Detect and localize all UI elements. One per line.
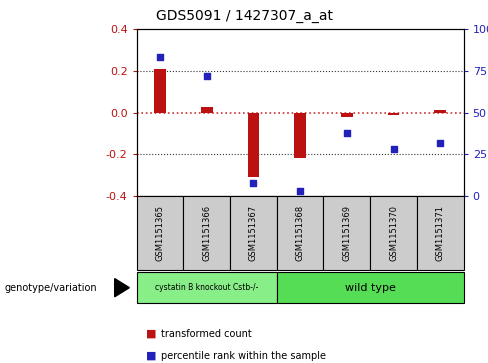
Text: transformed count: transformed count	[161, 329, 252, 339]
Point	[203, 73, 211, 79]
Bar	[434, 110, 446, 113]
Text: wild type: wild type	[345, 283, 396, 293]
Bar	[341, 113, 353, 117]
Point	[389, 146, 397, 152]
Bar	[247, 113, 259, 177]
Text: GDS5091 / 1427307_a_at: GDS5091 / 1427307_a_at	[156, 9, 332, 23]
Point	[436, 140, 444, 146]
Point	[249, 180, 257, 185]
Bar	[154, 69, 166, 113]
Text: GSM1151371: GSM1151371	[436, 205, 445, 261]
Point	[296, 188, 304, 194]
Bar	[294, 113, 306, 158]
Bar	[387, 113, 399, 115]
Text: ■: ■	[146, 351, 157, 361]
Text: percentile rank within the sample: percentile rank within the sample	[161, 351, 326, 361]
Text: GSM1151365: GSM1151365	[156, 205, 164, 261]
Point	[343, 130, 351, 135]
Text: GSM1151368: GSM1151368	[296, 205, 305, 261]
Text: GSM1151370: GSM1151370	[389, 205, 398, 261]
Text: GSM1151366: GSM1151366	[202, 205, 211, 261]
Point	[156, 54, 164, 60]
Bar	[201, 107, 213, 113]
Text: GSM1151367: GSM1151367	[249, 205, 258, 261]
Text: cystatin B knockout Cstb-/-: cystatin B knockout Cstb-/-	[155, 283, 258, 292]
Text: genotype/variation: genotype/variation	[5, 283, 98, 293]
Text: ■: ■	[146, 329, 157, 339]
Text: GSM1151369: GSM1151369	[342, 205, 351, 261]
